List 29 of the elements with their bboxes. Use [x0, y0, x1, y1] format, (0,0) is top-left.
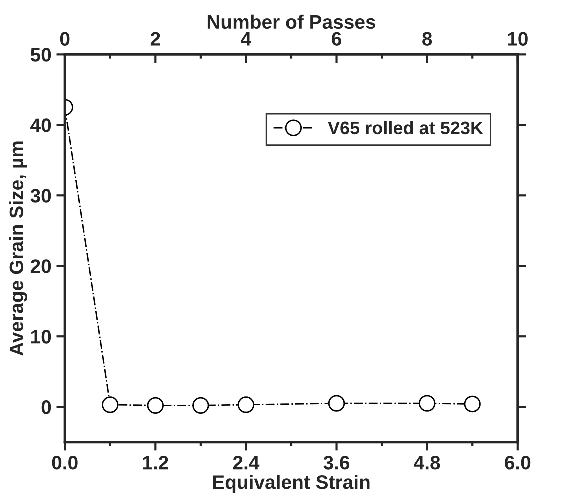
point	[147, 397, 164, 414]
y-tick-label: 10	[31, 330, 52, 344]
point	[418, 395, 436, 412]
x-tick-label: 2.4	[233, 456, 260, 470]
x2-tick-label: 10	[508, 32, 528, 46]
point	[192, 397, 210, 414]
y-axis-title: Average Grain Size, µm	[9, 142, 28, 356]
legend-label: V65 rolled at 523K	[328, 121, 484, 135]
x-tick-label: 3.6	[324, 456, 350, 470]
x-axis-title: Equivalent Strain	[213, 475, 370, 494]
y-tick-label: 20	[30, 260, 52, 274]
x2-tick-label: 0	[60, 32, 70, 46]
x2-tick-label: 6	[332, 32, 342, 46]
point	[238, 396, 255, 414]
y-tick-label: 50	[30, 48, 52, 62]
x2-tick-label: 4	[241, 32, 252, 46]
y-tick-label: 30	[30, 189, 52, 203]
x-tick-label: 1.2	[143, 456, 168, 470]
x-tick-label: 0.0	[52, 456, 78, 470]
point	[328, 395, 346, 412]
y-tick-label: 40	[30, 118, 52, 132]
x2-axis-title: Number of Passes	[208, 14, 376, 30]
point	[464, 396, 481, 413]
x2-tick-label: 8	[422, 32, 432, 46]
x-tick-label: 4.8	[414, 456, 440, 470]
point	[102, 396, 119, 414]
y-tick-label: 0	[42, 400, 52, 414]
x2-tick-label: 2	[150, 32, 160, 46]
x-tick-label: 6.0	[505, 456, 531, 470]
